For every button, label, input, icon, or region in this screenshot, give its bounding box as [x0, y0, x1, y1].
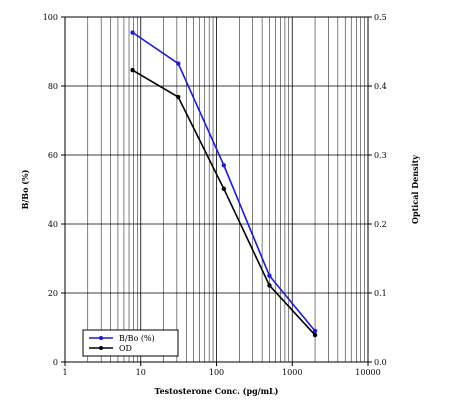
x-axis-label: Testosterone Conc. (pg/mL)	[155, 386, 279, 396]
legend-box	[82, 329, 179, 357]
series-line-bbo	[132, 31, 316, 332]
data-point-od	[176, 94, 181, 100]
x-tick-label: 10	[136, 368, 146, 377]
y2-tick-label: 0.1	[374, 289, 387, 298]
y2-tick-label: 0.3	[374, 151, 387, 160]
data-point-od	[130, 67, 135, 73]
data-point-od	[267, 283, 272, 288]
y-tick-label: 0	[53, 358, 58, 367]
series-line-od	[132, 69, 316, 336]
legend: B/Bo (%) OD	[82, 329, 179, 357]
y-tick-label: 40	[48, 220, 58, 229]
y-tick-label: 20	[48, 289, 58, 298]
series	[130, 30, 318, 338]
y2-tick-label: 0.2	[374, 220, 387, 229]
data-point-bbo	[130, 30, 135, 35]
data-point-bbo	[312, 328, 318, 334]
y-tick-label: 100	[43, 13, 58, 22]
legend-marker-od	[99, 346, 103, 350]
data-point-bbo	[176, 61, 181, 66]
y2-tick-label: 0.5	[374, 13, 387, 22]
tick-labels: 1 10 100 1000 10000 0 20 40 60 80 100 0.0 0.1 0.2 0.3 0…	[43, 13, 387, 377]
y-tick-label: 60	[48, 151, 58, 160]
x-tick-label: 1000	[282, 368, 302, 377]
legend-marker-bbo	[99, 336, 103, 340]
data-point-bbo	[221, 163, 227, 168]
x-tick-label: 1	[62, 368, 67, 377]
y2-axis-label: Optical Density	[410, 155, 420, 224]
grid	[64, 16, 368, 363]
data-point-od	[221, 186, 227, 192]
y2-tick-label: 0.4	[374, 82, 387, 91]
legend-label-od: OD	[119, 344, 132, 353]
x-tick-label: 100	[209, 368, 224, 377]
data-point-bbo	[267, 273, 272, 278]
data-point-od	[312, 332, 318, 338]
y2-tick-label: 0.0	[374, 358, 387, 367]
y-axis-label: B/Bo (%)	[20, 169, 30, 209]
x-tick-label: 10000	[355, 368, 380, 377]
legend-label-bbo: B/Bo (%)	[119, 334, 155, 343]
y-tick-label: 80	[48, 82, 58, 91]
